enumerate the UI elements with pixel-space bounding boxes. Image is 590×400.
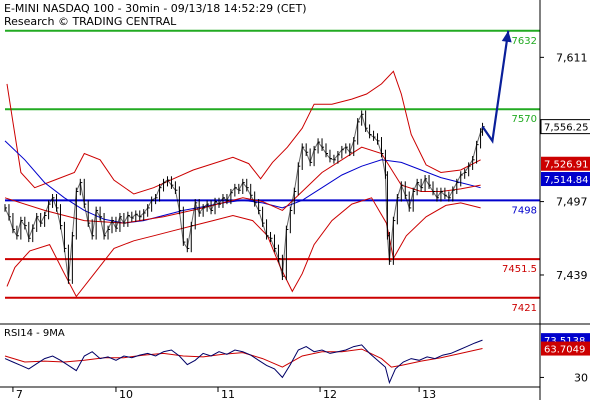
price-marker-1-box <box>541 172 590 187</box>
x-axis-label-1: 10 <box>119 388 133 400</box>
price-axis-label-1: 7,497 <box>556 196 588 209</box>
rsi-label: RSI14 - 9MA <box>4 328 65 339</box>
level-label-2: 7498 <box>512 205 537 216</box>
x-axis-label-4: 13 <box>422 388 436 400</box>
x-axis-label-3: 12 <box>323 388 337 400</box>
chart-title: E-MINI NASDAQ 100 - 30min - 09/13/18 14:… <box>4 2 307 15</box>
projection-arrow-head <box>501 30 512 43</box>
projection-arrow <box>481 30 512 144</box>
price-marker-1-label: 7,514.84 <box>544 175 589 186</box>
rsi-axis-label-0: 30 <box>574 371 588 384</box>
rsi-panel: RSI14 - 9MA <box>4 328 483 385</box>
rsi-line <box>4 339 483 385</box>
projection-arrow-line <box>481 30 510 144</box>
level-label-4: 7421 <box>512 303 537 314</box>
price-axis-label-0: 7,611 <box>556 51 588 64</box>
rsi-marker-1-label: 63.7049 <box>544 345 585 356</box>
last-price-label: 7,556.25 <box>544 123 589 134</box>
level-label-0: 7632 <box>512 36 537 47</box>
x-axis-label-2: 11 <box>221 388 235 400</box>
rsi-ma-line <box>4 348 483 368</box>
chart-subtitle: Research © TRADING CENTRAL <box>4 15 177 28</box>
x-axis-label-0: 7 <box>16 388 23 400</box>
level-label-3: 7451.5 <box>502 264 537 275</box>
moving-average-blue-line <box>4 140 481 224</box>
price-line <box>4 112 483 281</box>
bollinger-lower-line <box>6 197 481 298</box>
bollinger-upper-line <box>6 70 481 195</box>
price-marker-0-label: 7,526.91 <box>544 160 589 171</box>
price-series <box>4 110 485 284</box>
bollinger-bands <box>6 70 481 298</box>
last-price-box <box>540 119 590 135</box>
price-marker-0-box <box>541 156 590 171</box>
horizontal-levels: 7632 7570 7498 7451.5 7421 <box>5 29 540 314</box>
rsi-marker-1-box <box>541 341 590 356</box>
level-label-1: 7570 <box>512 114 537 125</box>
price-axis-label-2: 7,439 <box>556 269 588 282</box>
